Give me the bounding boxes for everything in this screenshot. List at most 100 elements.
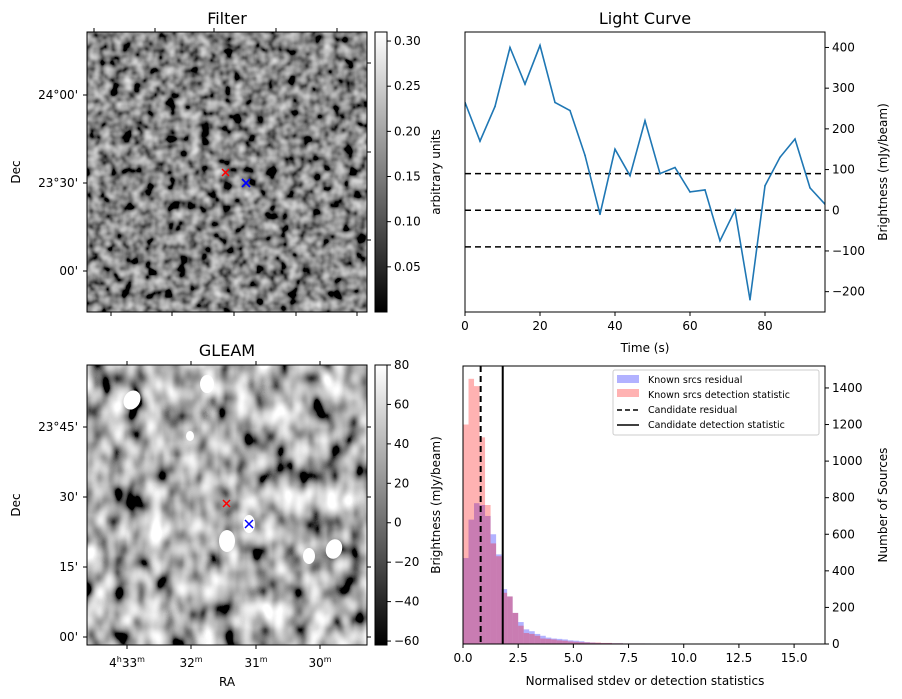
lightcurve-point — [764, 185, 766, 187]
histogram-bar — [600, 642, 607, 644]
histogram-xtick-label: 2.5 — [509, 651, 528, 665]
histogram-bar — [496, 556, 502, 644]
histogram-bar — [468, 519, 475, 644]
histogram-bar — [512, 612, 519, 644]
histogram-bar — [540, 635, 546, 644]
gleam-bright-sources — [123, 375, 343, 564]
filter-frame — [86, 31, 368, 313]
histogram-bar — [534, 635, 541, 644]
lightcurve-point — [494, 105, 496, 108]
histogram-xtick-label: 10.0 — [670, 651, 697, 665]
histogram-ylabel: Number of Sources — [876, 448, 890, 563]
legend-label-candidate-residual: Candidate residual — [648, 405, 737, 416]
lightcurve-point — [539, 44, 541, 47]
lightcurve-ytick-label: 400 — [832, 40, 855, 54]
colorbar-tick-label: 40 — [394, 437, 409, 451]
gleam-title: GLEAM — [199, 341, 255, 360]
gleam-ytick-4: 00' — [59, 630, 78, 644]
lightcurve-point — [719, 239, 721, 242]
histogram-bar — [529, 631, 535, 644]
lightcurve-point — [614, 148, 616, 151]
legend-frame — [612, 369, 820, 436]
histogram-bar — [512, 612, 519, 644]
filter-ytick-1: 24°00' — [38, 88, 78, 102]
colorbar-tick-label: 0.15 — [394, 170, 421, 184]
histogram-xtick-label: 0.0 — [453, 651, 472, 665]
lightcurve-point — [584, 154, 586, 157]
gleam-ytick-2: 30' — [59, 490, 78, 504]
histogram-bar — [490, 534, 497, 644]
gleam-marker-candidate — [222, 499, 231, 508]
histogram-ytick-label: 1400 — [832, 381, 863, 395]
gleam-xtick-2: 32m — [179, 655, 202, 670]
histogram-bar — [567, 640, 574, 644]
histogram-bar — [474, 386, 480, 644]
histogram-bar — [518, 622, 524, 644]
histogram-bar — [562, 639, 568, 644]
histogram-bar — [507, 596, 513, 644]
gleam-xtick-4: 30m — [308, 655, 331, 670]
lightcurve-xtick-label: 40 — [607, 319, 622, 333]
colorbar-tick-label: 0 — [394, 516, 402, 530]
histogram-bar — [551, 639, 557, 644]
gleam-marker-known — [244, 519, 254, 529]
filter-colorbar — [374, 31, 388, 313]
lightcurve-line[interactable] — [465, 42, 825, 300]
histogram-xtick-label: 15.0 — [781, 651, 808, 665]
lightcurve-ytick-label: 100 — [832, 163, 855, 177]
histogram-ytick-label: 1000 — [832, 454, 863, 468]
lightcurve-panel: Light Curve 0 20 40 60 80 −200 −100 0 100 200 300… — [461, 9, 890, 355]
histogram-xtick-label: 12.5 — [726, 651, 753, 665]
gleam-frame — [86, 364, 368, 646]
gleam-ytick-1: 23°45' — [38, 420, 78, 434]
filter-colorbar-ticks: 0.05 0.10 0.15 0.20 0.25 0.30 — [387, 34, 421, 274]
colorbar-tick-label: 20 — [394, 476, 409, 490]
lightcurve-point — [509, 46, 511, 49]
histogram-bar — [501, 589, 508, 644]
gleam-colorbar — [374, 364, 388, 646]
legend-label-detection: Known srcs detection statistic — [648, 390, 790, 401]
gleam-colorbar-label: Brightness (mJy/beam) — [429, 436, 443, 574]
histogram-panel: 0.0 2.5 5.0 7.5 10.0 12.5 15.0 0 200 400 600 800 10… — [453, 365, 890, 688]
filter-colorbar-label: arbitrary units — [429, 129, 443, 215]
legend-label-residual: Known srcs residual — [648, 375, 742, 386]
lightcurve-point — [554, 101, 556, 104]
gleam-xlabel: RA — [219, 675, 236, 689]
lightcurve-title: Light Curve — [599, 9, 691, 28]
histogram-bar — [496, 554, 502, 644]
histogram-bar — [556, 640, 563, 644]
gleam-ytick-3: 15' — [59, 560, 78, 574]
histogram-bar — [518, 625, 524, 644]
histogram-ytick-label: 0 — [832, 637, 840, 651]
histogram-bar — [479, 437, 486, 644]
lightcurve-point — [689, 191, 691, 193]
colorbar-tick-label: 0.25 — [394, 79, 421, 93]
histogram-bar — [584, 642, 590, 644]
histogram-yticks: 0 200 400 600 800 1000 1200 1400 — [825, 381, 863, 651]
gleam-xtick-3: 31m — [244, 655, 267, 670]
lightcurve-xticks: 0 20 40 60 80 — [461, 312, 773, 333]
histogram-plot-area — [463, 366, 800, 644]
histogram-bar — [523, 629, 530, 644]
lightcurve-xlabel: Time (s) — [620, 341, 670, 355]
legend-label-candidate-detection: Candidate detection statistic — [648, 420, 785, 431]
histogram-bar — [551, 638, 557, 644]
histogram-ytick-label: 1200 — [832, 418, 863, 432]
histogram-bar — [529, 633, 535, 644]
gleam-ylabel: Dec — [9, 493, 23, 516]
filter-ytick-3: 00' — [59, 264, 78, 278]
histogram-bar — [567, 641, 574, 644]
histogram-bar — [490, 543, 497, 644]
histogram-bar — [573, 641, 579, 644]
colorbar-tick-label: 0.20 — [394, 124, 421, 138]
histogram-bar — [578, 641, 585, 644]
histogram-bar — [468, 378, 475, 644]
colorbar-tick-label: −60 — [394, 634, 419, 648]
histogram-ytick-label: 600 — [832, 527, 855, 541]
histogram-frame — [462, 365, 826, 645]
histogram-bar — [595, 642, 601, 644]
lightcurve-point — [569, 109, 571, 112]
lightcurve-ytick-label: 200 — [832, 122, 855, 136]
lightcurve-yticks: −200 −100 0 100 200 300 400 — [825, 40, 865, 299]
histogram-ytick-label: 200 — [832, 600, 855, 614]
